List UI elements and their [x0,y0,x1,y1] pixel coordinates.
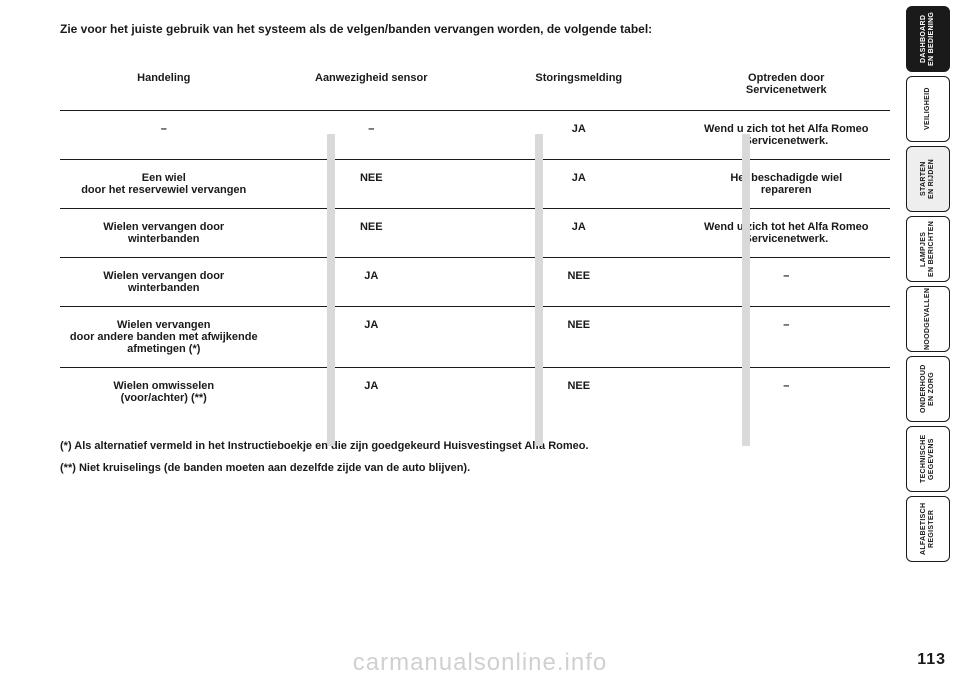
tyre-sensor-table: Handeling Aanwezigheid sensor Storingsme… [60,64,890,416]
table-cell: NEE [475,307,683,368]
table-cell: NEE [268,160,476,209]
tab-noodgevallen[interactable]: NOODGEVALLEN [906,286,950,352]
table-header: Handeling [60,64,268,111]
table-header-row: Handeling Aanwezigheid sensor Storingsme… [60,64,890,111]
column-separator [742,134,750,446]
table-cell: NEE [268,209,476,258]
side-tabs: DASHBOARDEN BEDIENING VEILIGHEID STARTEN… [906,6,950,566]
table-cell: JA [268,307,476,368]
table-row: Wielen omwisselen(voor/achter) (**) JA N… [60,368,890,417]
table-row: Wielen vervangen doorwinterbanden JA NEE… [60,258,890,307]
footnote: (*) Als alternatief vermeld in het Instr… [60,440,890,452]
intro-text: Zie voor het juiste gebruik van het syst… [60,22,890,36]
table-row: – – JA Wend u zich tot het Alfa RomeoSer… [60,111,890,160]
table-header: Aanwezigheid sensor [268,64,476,111]
table-cell: – [683,258,891,307]
table-header: Optreden doorServicenetwerk [683,64,891,111]
tab-lampjes[interactable]: LAMPJESEN BERICHTEN [906,216,950,282]
footnote: (**) Niet kruiselings (de banden moeten … [60,462,890,474]
tab-starten[interactable]: STARTENEN RIJDEN [906,146,950,212]
table-cell: Wielen omwisselen(voor/achter) (**) [60,368,268,417]
footnotes: (*) Als alternatief vermeld in het Instr… [60,440,890,474]
tab-dashboard[interactable]: DASHBOARDEN BEDIENING [906,6,950,72]
table-cell: JA [268,258,476,307]
table-cell: Het beschadigde wielrepareren [683,160,891,209]
page-content: Zie voor het juiste gebruik van het syst… [60,22,890,474]
table-cell: – [683,368,891,417]
table-cell: JA [268,368,476,417]
column-separator [535,134,543,446]
table-cell: – [683,307,891,368]
table-cell: – [268,111,476,160]
table-cell: Wend u zich tot het Alfa RomeoServicenet… [683,209,891,258]
table-header: Storingsmelding [475,64,683,111]
tab-veiligheid[interactable]: VEILIGHEID [906,76,950,142]
table-row: Een wieldoor het reservewiel vervangen N… [60,160,890,209]
tab-technische[interactable]: TECHNISCHEGEGEVENS [906,426,950,492]
table-cell: Wielen vervangen doorwinterbanden [60,209,268,258]
page-number: 113 [917,651,946,669]
table-row: Wielen vervangendoor andere banden met a… [60,307,890,368]
table-cell: Wielen vervangendoor andere banden met a… [60,307,268,368]
column-separator [327,134,335,446]
table-cell: Wend u zich tot het Alfa RomeoServicenet… [683,111,891,160]
table-cell: JA [475,209,683,258]
table-cell: Wielen vervangen doorwinterbanden [60,258,268,307]
tab-register[interactable]: ALFABETISCHREGISTER [906,496,950,562]
table-cell: Een wieldoor het reservewiel vervangen [60,160,268,209]
table-row: Wielen vervangen doorwinterbanden NEE JA… [60,209,890,258]
table-cell: NEE [475,258,683,307]
table-cell: NEE [475,368,683,417]
table-cell: JA [475,160,683,209]
watermark: carmanualsonline.info [0,649,960,677]
table-cell: JA [475,111,683,160]
table-cell: – [60,111,268,160]
tab-onderhoud[interactable]: ONDERHOUDEN ZORG [906,356,950,422]
